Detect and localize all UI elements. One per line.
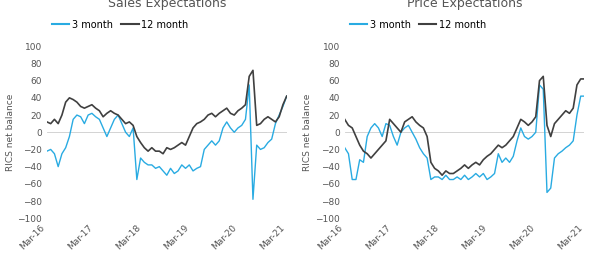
12 month xyxy=(100,115,107,118)
12 month xyxy=(257,122,264,125)
3 month xyxy=(465,178,472,181)
3 month xyxy=(167,167,174,170)
12 month xyxy=(555,118,562,121)
Title: Price Expectations: Price Expectations xyxy=(407,0,522,10)
3 month xyxy=(257,148,264,151)
12 month xyxy=(438,174,445,177)
Line: 12 month: 12 month xyxy=(345,76,585,175)
Line: 12 month: 12 month xyxy=(47,70,287,154)
3 month xyxy=(543,191,550,194)
12 month xyxy=(341,118,348,121)
12 month xyxy=(283,95,290,98)
12 month xyxy=(573,84,581,87)
12 month xyxy=(159,152,166,155)
3 month xyxy=(44,150,51,153)
3 month xyxy=(442,174,450,177)
3 month xyxy=(573,114,581,117)
12 month xyxy=(446,172,453,175)
3 month xyxy=(100,126,107,130)
3 month xyxy=(114,114,122,117)
3 month xyxy=(276,114,283,117)
Legend: 3 month, 12 month: 3 month, 12 month xyxy=(350,20,486,30)
3 month xyxy=(581,95,588,98)
Y-axis label: RICS net balance: RICS net balance xyxy=(5,94,15,171)
3 month xyxy=(245,84,253,87)
12 month xyxy=(468,163,476,167)
3 month xyxy=(555,152,562,155)
12 month xyxy=(398,131,405,134)
3 month xyxy=(536,84,543,87)
12 month xyxy=(114,114,122,117)
12 month xyxy=(540,75,547,78)
3 month xyxy=(412,137,419,141)
3 month xyxy=(250,198,257,201)
Title: Sales Expectations: Sales Expectations xyxy=(107,0,226,10)
3 month xyxy=(283,95,290,98)
12 month xyxy=(171,146,178,149)
3 month xyxy=(341,146,348,149)
Y-axis label: RICS net balance: RICS net balance xyxy=(303,94,312,171)
12 month xyxy=(145,150,152,153)
12 month xyxy=(44,120,51,123)
3 month xyxy=(398,131,405,134)
12 month xyxy=(276,115,283,118)
3 month xyxy=(145,163,152,167)
Line: 3 month: 3 month xyxy=(345,85,585,192)
Line: 3 month: 3 month xyxy=(47,85,287,199)
Legend: 3 month, 12 month: 3 month, 12 month xyxy=(52,20,189,30)
12 month xyxy=(250,69,257,72)
12 month xyxy=(581,77,588,80)
12 month xyxy=(412,120,419,123)
